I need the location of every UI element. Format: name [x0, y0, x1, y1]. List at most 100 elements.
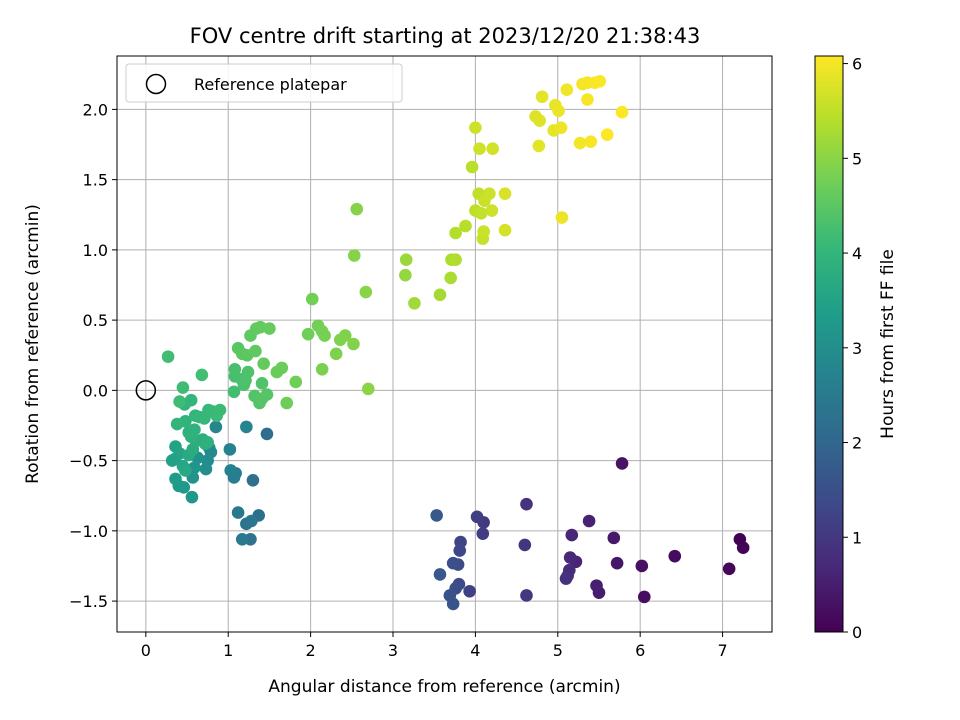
reference-marker-layer	[135, 380, 157, 401]
x-tick-label: 1	[223, 641, 233, 660]
data-point	[584, 135, 598, 148]
y-tick-label: −0.5	[69, 452, 108, 471]
data-point	[559, 572, 573, 585]
data-point	[433, 568, 447, 581]
data-point	[231, 506, 245, 519]
data-point	[213, 403, 227, 417]
data-point	[520, 497, 533, 511]
data-point	[470, 510, 484, 524]
colorbar-gradient	[814, 55, 844, 633]
data-point	[240, 420, 253, 434]
data-point	[275, 361, 289, 375]
data-point	[474, 207, 488, 220]
data-point	[224, 464, 237, 477]
data-point	[399, 268, 412, 282]
x-axis-ticks: 0 1 2 3 4 5 6 7	[141, 632, 728, 660]
plot-area: 0 1 2 3 4 5 6 7 −1.5 −1.0 −0.5 0.0 0.5 1.0 1.5 2.0	[69, 55, 773, 660]
data-point	[532, 139, 546, 153]
data-point	[518, 538, 532, 552]
colorbar-ticks: 0 1 2 3 4 5 6	[843, 55, 862, 642]
data-point	[552, 104, 565, 118]
data-point	[246, 473, 260, 487]
data-point	[318, 329, 331, 342]
data-point	[350, 202, 364, 216]
data-point	[582, 514, 596, 528]
data-point	[635, 559, 649, 573]
data-point	[476, 527, 490, 540]
data-point	[593, 74, 607, 88]
data-point	[498, 187, 512, 200]
data-point	[485, 204, 499, 217]
colorbar-tick-label: 2	[852, 434, 862, 453]
data-point	[473, 142, 486, 156]
x-tick-label: 3	[388, 641, 398, 660]
data-point	[170, 417, 184, 431]
data-point	[668, 549, 682, 563]
y-tick-label: 0.5	[83, 311, 108, 330]
x-tick-label: 6	[635, 641, 645, 660]
data-point	[315, 362, 329, 376]
colorbar-tick-label: 0	[852, 623, 862, 642]
x-tick-label: 0	[141, 641, 151, 660]
y-tick-label: 1.0	[83, 241, 108, 260]
data-point	[560, 83, 574, 97]
colorbar-tick-label: 5	[852, 149, 862, 168]
data-point	[607, 531, 621, 545]
data-point	[590, 579, 603, 592]
data-point	[615, 105, 629, 119]
data-point	[161, 350, 175, 363]
data-point	[615, 457, 629, 470]
data-point	[195, 368, 209, 382]
colorbar-label: Hours from first FF file	[878, 249, 898, 439]
data-point	[408, 296, 421, 310]
data-point	[459, 219, 472, 233]
data-point	[399, 253, 413, 267]
data-point	[263, 322, 276, 335]
y-axis-ticks: −1.5 −1.0 −0.5 0.0 0.5 1.0 1.5 2.0	[69, 100, 117, 611]
data-point	[555, 211, 569, 224]
data-point	[176, 381, 190, 394]
data-point	[736, 541, 750, 555]
colorbar-tick-label: 1	[852, 528, 862, 547]
data-point	[449, 226, 462, 240]
data-point	[498, 223, 512, 237]
data-point	[600, 128, 614, 141]
legend: Reference platepar	[125, 63, 403, 103]
data-point	[449, 253, 462, 267]
data-point	[169, 472, 182, 486]
reference-platepar-marker	[135, 380, 157, 401]
x-tick-label: 7	[717, 641, 727, 660]
x-tick-label: 4	[470, 641, 480, 660]
colorbar-tick-label: 3	[852, 339, 862, 358]
data-point	[533, 114, 546, 127]
data-point	[173, 395, 186, 408]
y-tick-label: 1.5	[83, 171, 108, 190]
x-axis-label: Angular distance from reference (arcmin)	[268, 677, 620, 697]
data-point	[433, 288, 447, 302]
data-point	[469, 121, 482, 134]
data-point	[199, 462, 213, 476]
data-point	[255, 377, 269, 390]
plot-background	[117, 56, 772, 632]
data-point	[201, 436, 214, 449]
legend-entry-reference-platepar: Reference platepar	[194, 75, 347, 94]
data-point	[185, 490, 199, 504]
colorbar-tick-label: 6	[852, 55, 862, 74]
colorbar: 0 1 2 3 4 5 6 Hours from first FF file	[814, 55, 898, 642]
data-point	[453, 544, 467, 557]
y-tick-label: −1.5	[69, 592, 108, 611]
data-point	[520, 589, 533, 602]
data-point	[465, 160, 479, 174]
legend-box	[125, 63, 403, 103]
data-point	[347, 249, 361, 262]
data-point	[241, 365, 255, 379]
data-point	[223, 443, 237, 456]
grid-lines	[117, 56, 772, 632]
data-point	[289, 375, 303, 389]
y-axis-label: Rotation from reference (arcmin)	[23, 204, 43, 484]
data-point	[179, 464, 192, 477]
data-point	[486, 142, 500, 156]
data-point	[430, 509, 443, 522]
data-point	[722, 562, 736, 576]
